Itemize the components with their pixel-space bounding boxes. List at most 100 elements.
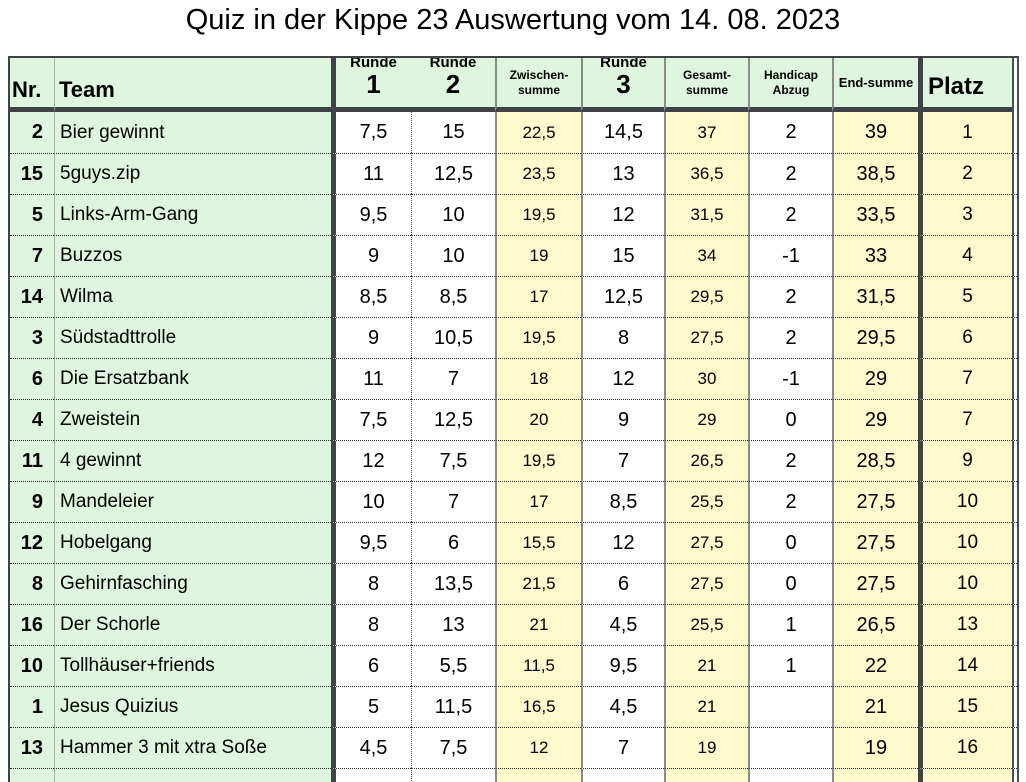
cell-r3: 14,5: [581, 112, 664, 153]
cell-platz: 15: [918, 686, 1012, 727]
cell-end: 27,5: [832, 481, 918, 522]
cell-r1: 9: [331, 317, 411, 358]
col-header-runde2: Runde 2: [411, 58, 495, 112]
cell-sliver: [1012, 399, 1017, 440]
cell-nr: 4: [10, 399, 54, 440]
cell-nr: 2: [10, 112, 54, 153]
results-table: Nr. Team Runde 1 Runde 2 Zwischen- summe: [8, 56, 1019, 782]
cell-sliver: [1012, 768, 1017, 782]
table-row: 13 Hammer 3 mit xtra Soße 4,5 7,5 12 7 19 19 16: [10, 727, 1017, 768]
cell-platz: 10: [918, 522, 1012, 563]
cell-hand: 0: [748, 563, 832, 604]
cell-zw: 21: [495, 604, 581, 645]
cell-ges: 21: [664, 686, 748, 727]
cell-r2: 7: [411, 358, 495, 399]
cell-zw: 18: [495, 358, 581, 399]
cell-r1: 5: [331, 686, 411, 727]
cell-hand: 2: [748, 481, 832, 522]
cell-hand: -1: [748, 358, 832, 399]
cell-ges: 27,5: [664, 563, 748, 604]
cell-end: 22: [832, 645, 918, 686]
runde-word-label: Runde: [600, 58, 647, 71]
cell-nr: 6: [10, 358, 54, 399]
cell-sliver: [1012, 440, 1017, 481]
cell-r1: 10: [331, 481, 411, 522]
col-header-runde1: Runde 1: [331, 58, 411, 112]
cell-nr: 7: [10, 235, 54, 276]
table-row: 15 5guys.zip 11 12,5 23,5 13 36,5 2 38,5 2: [10, 153, 1017, 194]
cell-team: Hammer 3 mit xtra Soße: [54, 727, 331, 768]
cell-r3: 8,5: [581, 481, 664, 522]
cell-platz: 2: [918, 153, 1012, 194]
cell-r2: 15: [411, 112, 495, 153]
cell-ges: 25,5: [664, 481, 748, 522]
col-header-platz: Platz: [918, 58, 1012, 112]
cell-team: Buzzos: [54, 235, 331, 276]
cell-r2: 6: [411, 522, 495, 563]
cell-r2: 13,5: [411, 563, 495, 604]
runde1-number-label: 1: [366, 69, 381, 99]
cell-end: 29: [832, 358, 918, 399]
cell-r1: 12: [331, 440, 411, 481]
cell-r1: 6: [331, 645, 411, 686]
table-row: 10 Tollhäuser+friends 6 5,5 11,5 9,5 21 1 22 14: [10, 645, 1017, 686]
cell-team: Zweistein: [54, 399, 331, 440]
col-header-gesamtsumme: Gesamt- summe: [664, 58, 748, 112]
cell-ges: 21: [664, 645, 748, 686]
page-title: Quiz in der Kippe 23 Auswertung vom 14. …: [185, 4, 841, 36]
cell-r2: [411, 768, 495, 782]
table-row: 14 Wilma 8,5 8,5 17 12,5 29,5 2 31,5 5: [10, 276, 1017, 317]
cell-ges: 37: [664, 112, 748, 153]
cell-hand: 0: [748, 522, 832, 563]
runde2-number-label: 2: [445, 69, 461, 99]
cell-nr: 8: [10, 563, 54, 604]
cell-zw: 20: [495, 399, 581, 440]
cell-ges: 34: [664, 235, 748, 276]
cell-platz: 10: [918, 563, 1012, 604]
header-line: summe: [517, 82, 561, 97]
results-table-container: Nr. Team Runde 1 Runde 2 Zwischen- summe: [8, 56, 1020, 782]
cell-r1: 8: [331, 563, 411, 604]
col-header-endsumme: End-summe: [832, 58, 918, 112]
cell-platz: 14: [918, 645, 1012, 686]
cell-r2: 10: [411, 194, 495, 235]
cell-zw: 23,5: [495, 153, 581, 194]
cell-nr: 3: [10, 317, 54, 358]
table-row: 16 Der Schorle 8 13 21 4,5 25,5 1 26,5 13: [10, 604, 1017, 645]
cell-r1: [331, 768, 411, 782]
cell-zw: 19,5: [495, 317, 581, 358]
cell-platz: 7: [918, 399, 1012, 440]
cell-hand: [748, 768, 832, 782]
cell-r1: 11: [331, 358, 411, 399]
table-row: 5 Links-Arm-Gang 9,5 10 19,5 12 31,5 2 33,5 3: [10, 194, 1017, 235]
cell-end: 26,5: [832, 604, 918, 645]
cell-team: 5guys.zip: [54, 153, 331, 194]
cell-platz: 10: [918, 481, 1012, 522]
cell-platz: 1: [918, 112, 1012, 153]
cell-zw: 15,5: [495, 522, 581, 563]
cell-sliver: [1012, 563, 1017, 604]
cell-r3: 13: [581, 153, 664, 194]
table-row: 12 Hobelgang 9,5 6 15,5 12 27,5 0 27,5 10: [10, 522, 1017, 563]
cell-hand: [748, 727, 832, 768]
table-body: 2 Bier gewinnt 7,5 15 22,5 14,5 37 2 39 1 15 5guys.…: [10, 112, 1017, 782]
cell-team: Jesus Quizius: [54, 686, 331, 727]
cell-platz: 4: [918, 235, 1012, 276]
runde-word-label: Runde: [350, 58, 397, 71]
cell-sliver: [1012, 235, 1017, 276]
cell-end: 33,5: [832, 194, 918, 235]
cell-nr: 14: [10, 276, 54, 317]
cell-r2: 7,5: [411, 440, 495, 481]
header-line: Zwischen-: [509, 67, 569, 82]
cell-r1: 11: [331, 153, 411, 194]
cell-r3: 9: [581, 399, 664, 440]
cell-r2: 7,5: [411, 727, 495, 768]
cell-zw: 12: [495, 727, 581, 768]
cell-r3: 4,5: [581, 604, 664, 645]
cell-r1: 7,5: [331, 399, 411, 440]
cell-platz: 13: [918, 604, 1012, 645]
cell-nr: 10: [10, 645, 54, 686]
table-row: 11 4 gewinnt 12 7,5 19,5 7 26,5 2 28,5 9: [10, 440, 1017, 481]
cell-sliver: [1012, 112, 1017, 153]
